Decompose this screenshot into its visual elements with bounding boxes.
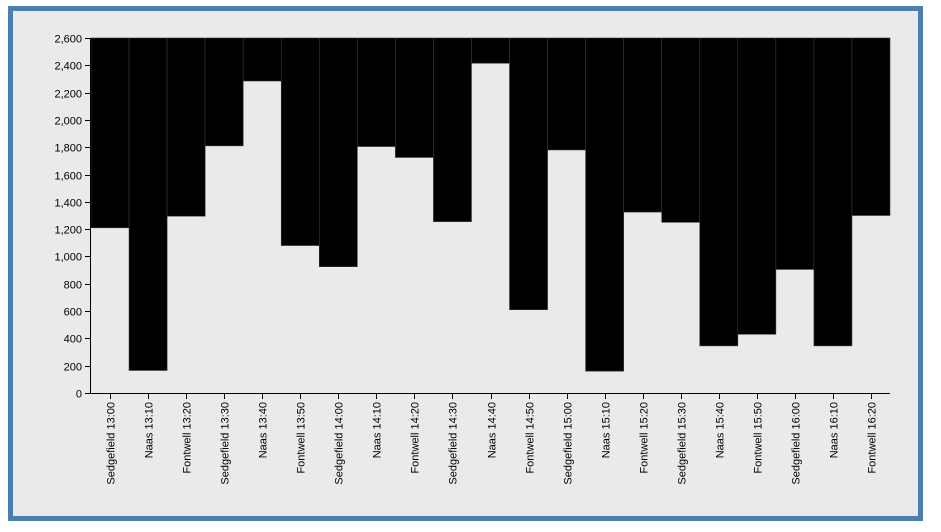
bar-5 (242, 37, 282, 82)
y-tick-label: 1,600 (54, 171, 82, 183)
x-tick-label: Sedgefield 15:00 (563, 402, 575, 485)
bar-19 (775, 37, 815, 270)
y-axis: 0 200 400 600 800 1,000 1,200 1,400 1,600 1,800 2,… (54, 34, 91, 401)
bars-group (90, 37, 891, 372)
x-tick-label: Fontwell 15:50 (753, 402, 765, 474)
bar-11 (471, 37, 510, 64)
x-tick-label: Sedgefield 13:00 (106, 402, 118, 485)
y-tick-label: 200 (64, 362, 82, 374)
bar-10 (433, 37, 472, 222)
x-tick-label: Naas 13:10 (144, 402, 156, 458)
x-tick-label: Sedgefield 15:30 (677, 402, 689, 485)
bar-1 (90, 37, 130, 229)
y-tick-label: 800 (64, 280, 82, 292)
x-tick-label: Fontwell 16:20 (867, 402, 879, 474)
x-tick-label: Naas 14:40 (487, 402, 499, 458)
y-tick-label: 0 (76, 389, 82, 401)
x-axis: Sedgefield 13:00 Naas 13:10 Fontwell 13:20… (90, 393, 890, 485)
y-tick-label: 1,400 (54, 198, 82, 210)
bar-16 (661, 37, 701, 223)
bar-6 (280, 37, 320, 246)
y-tick-label: 400 (64, 334, 82, 346)
x-tick-label: Sedgefield 14:00 (334, 402, 346, 485)
bar-8 (357, 37, 396, 147)
bar-17 (699, 37, 739, 347)
y-tick-label: 2,400 (54, 61, 82, 73)
bar-18 (737, 37, 777, 335)
x-tick-label: Naas 14:10 (372, 402, 384, 458)
bar-21 (851, 37, 891, 216)
y-tick-label: 2,000 (54, 116, 82, 128)
x-tick-label: Sedgefield 16:00 (791, 402, 803, 485)
bar-2 (128, 37, 168, 371)
bar-4 (204, 37, 244, 147)
bar-9 (395, 37, 434, 158)
bar-14 (585, 37, 624, 372)
x-tick-label: Sedgefield 13:30 (220, 402, 232, 485)
y-tick-label: 1,200 (54, 225, 82, 237)
x-tick-label: Sedgefield 14:30 (448, 402, 460, 485)
bar-7 (318, 37, 358, 268)
x-tick-label: Fontwell 15:20 (639, 402, 651, 474)
x-tick-label: Fontwell 13:20 (182, 402, 194, 474)
x-tick-label: Naas 15:10 (601, 402, 613, 458)
y-tick-label: 600 (64, 307, 82, 319)
x-tick-label: Fontwell 14:20 (410, 402, 422, 474)
x-tick-label: Fontwell 13:50 (296, 402, 308, 474)
bar-20 (813, 37, 853, 347)
y-tick-label: 2,200 (54, 89, 82, 101)
bar-3 (166, 37, 206, 217)
x-tick-label: Naas 15:40 (715, 402, 727, 458)
y-tick-label: 1,000 (54, 252, 82, 264)
y-tick-label: 2,600 (54, 34, 82, 46)
x-tick-label: Naas 13:40 (258, 402, 270, 458)
bar-13 (547, 37, 586, 151)
x-tick-label: Naas 16:10 (829, 402, 841, 458)
bar-12 (509, 37, 548, 311)
y-tick-label: 1,800 (54, 143, 82, 155)
x-tick-label: Fontwell 14:50 (525, 402, 537, 474)
bar-15 (623, 37, 663, 213)
